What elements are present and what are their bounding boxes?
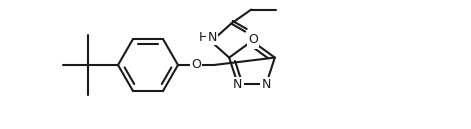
- Text: N: N: [261, 78, 271, 91]
- Text: S: S: [248, 34, 256, 47]
- Text: H: H: [198, 31, 208, 44]
- Text: O: O: [248, 33, 258, 46]
- Text: N: N: [233, 78, 243, 91]
- Text: O: O: [191, 58, 201, 71]
- Text: N: N: [208, 31, 217, 44]
